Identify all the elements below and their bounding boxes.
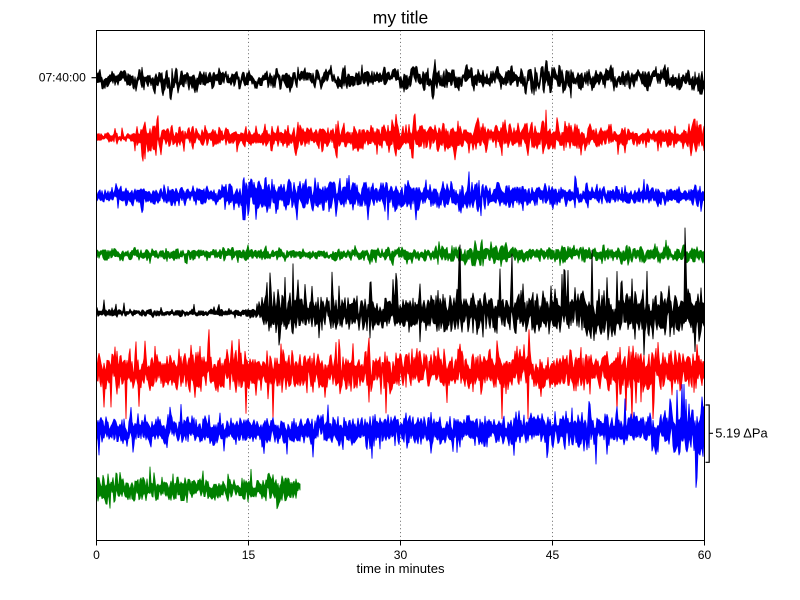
svg-text:30: 30 <box>394 548 408 562</box>
svg-text:60: 60 <box>698 548 712 562</box>
svg-text:time in minutes: time in minutes <box>356 561 445 576</box>
svg-text:5.19 ΔPa: 5.19 ΔPa <box>715 426 768 441</box>
svg-text:45: 45 <box>546 548 560 562</box>
svg-text:07:40:00: 07:40:00 <box>39 71 86 85</box>
svg-text:my title: my title <box>373 8 428 28</box>
svg-text:0: 0 <box>93 548 100 562</box>
svg-text:15: 15 <box>242 548 256 562</box>
